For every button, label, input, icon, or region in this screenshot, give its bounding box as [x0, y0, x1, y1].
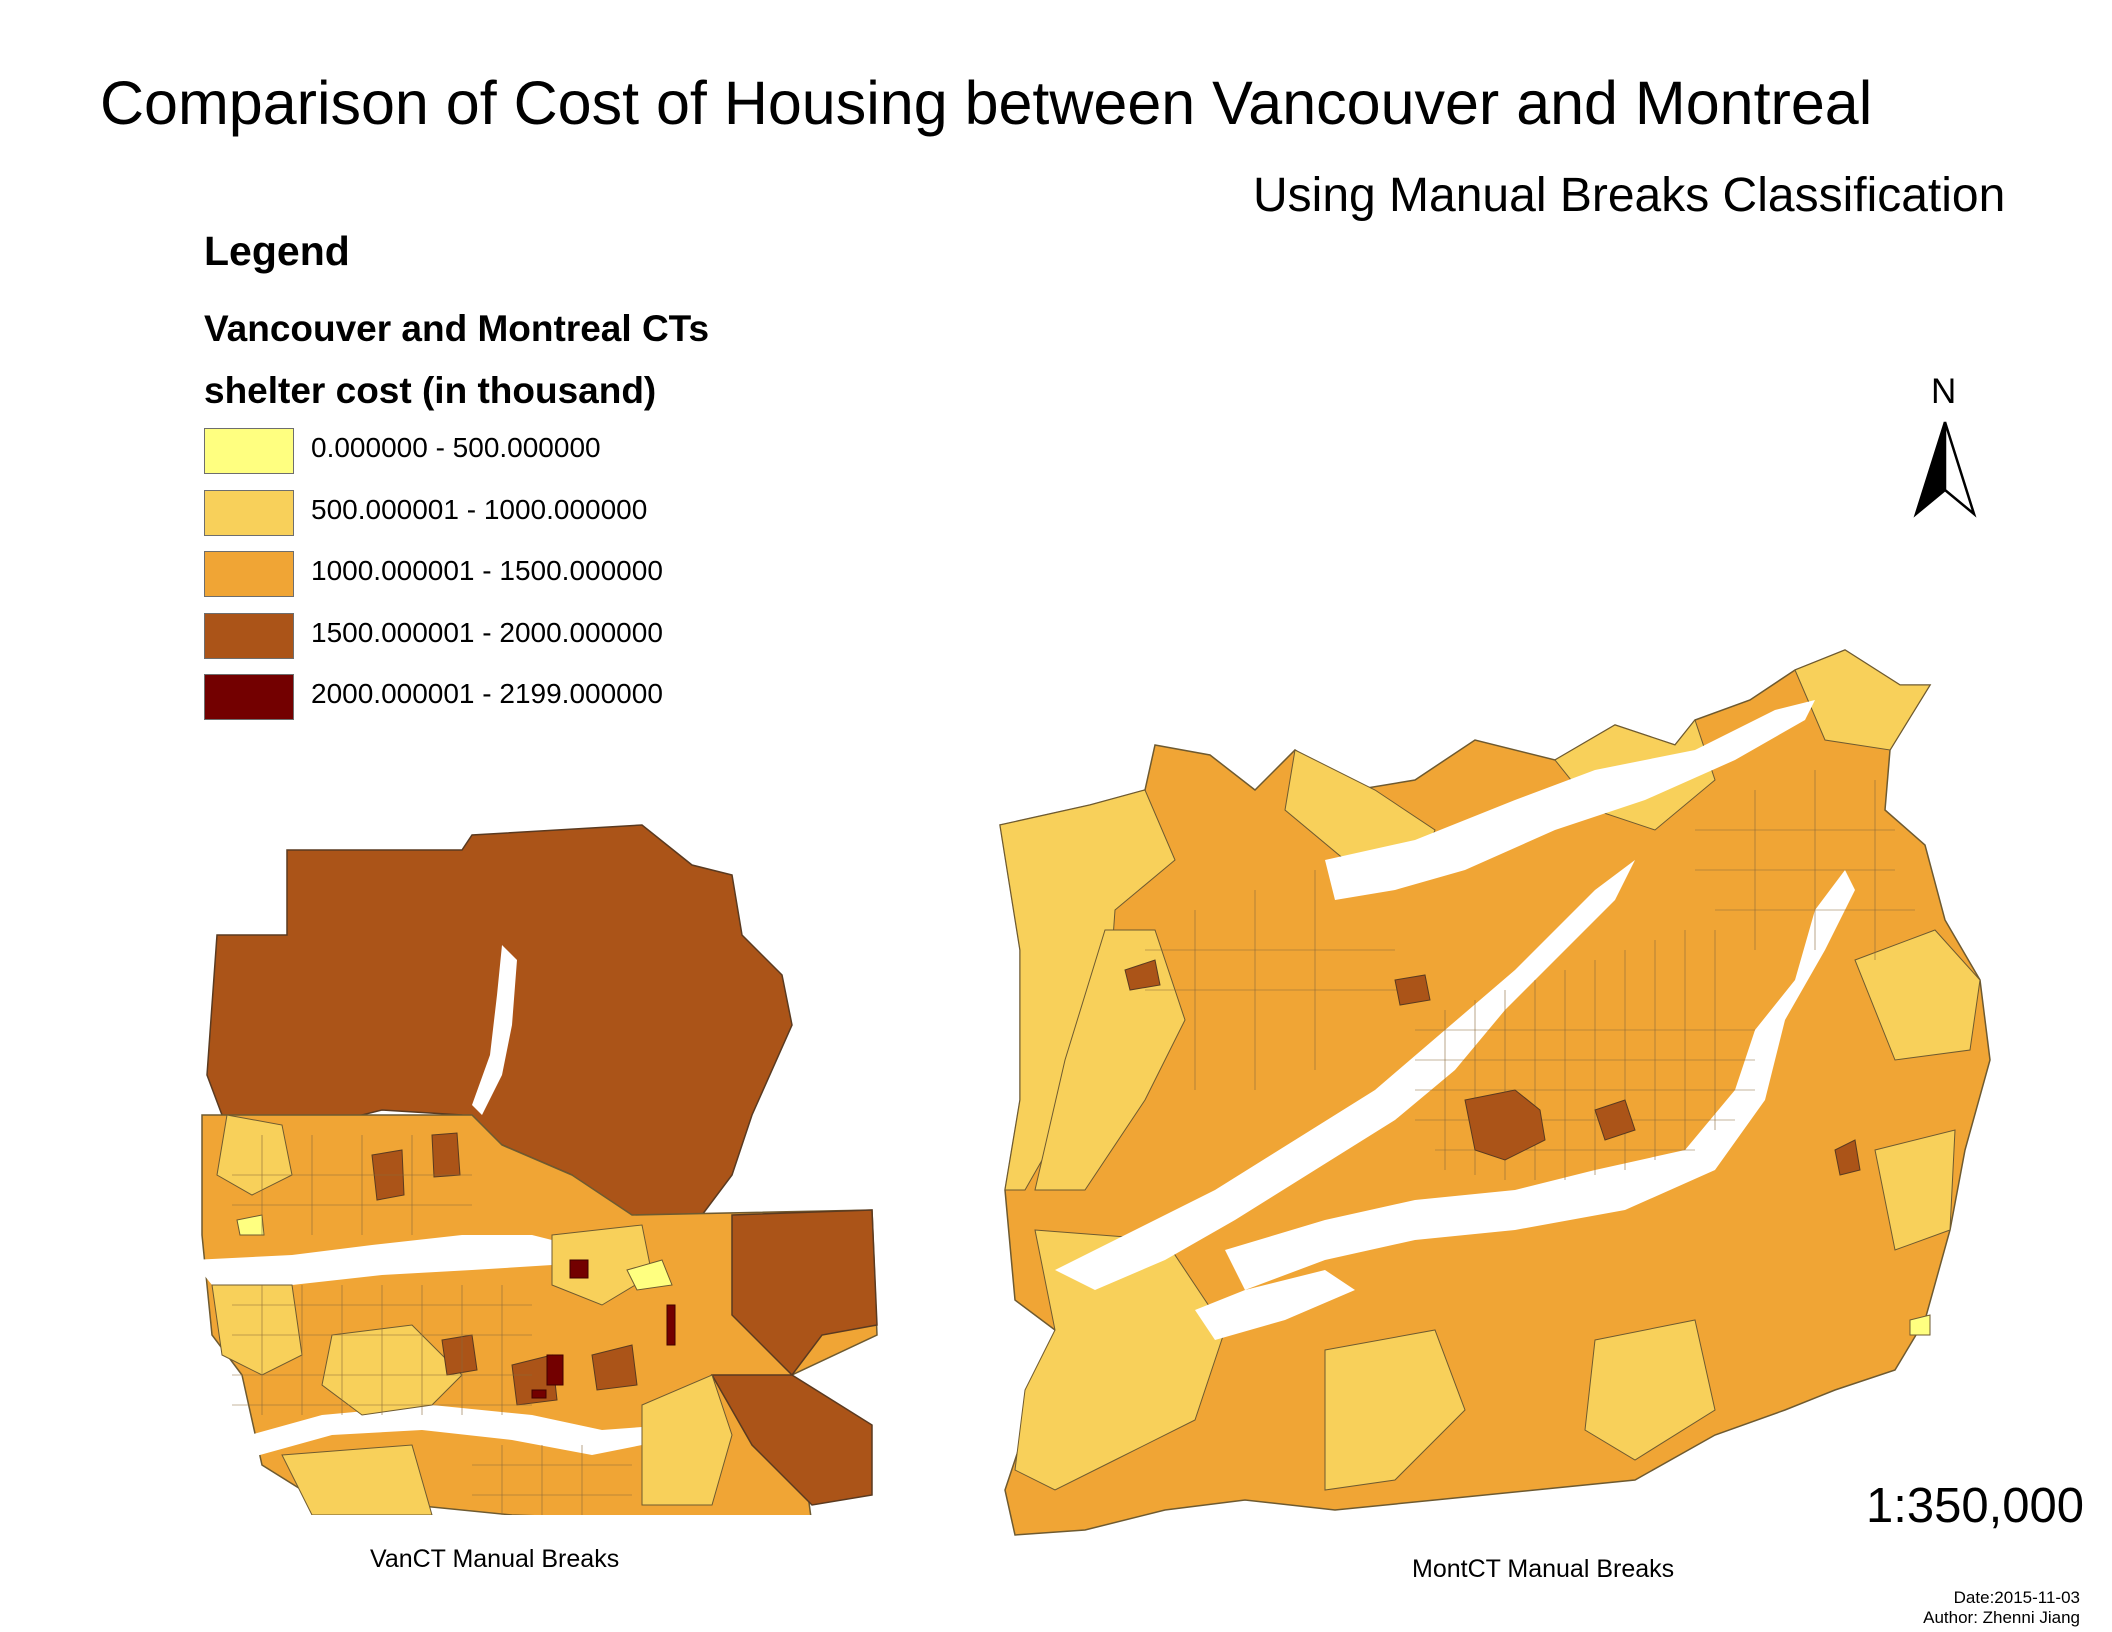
- legend-swatch: [204, 613, 294, 659]
- north-arrow-label: N: [1931, 372, 1957, 411]
- legend-swatch: [204, 490, 294, 536]
- legend-label: 2000.000001 - 2199.000000: [311, 678, 663, 709]
- legend-swatch: [204, 674, 294, 720]
- legend-label: 1000.000001 - 1500.000000: [311, 555, 663, 586]
- montreal-map-caption: MontCT Manual Breaks: [1412, 1555, 1675, 1583]
- author-text: Author: Zhenni Jiang: [1923, 1608, 2080, 1627]
- vancouver-map: [192, 824, 878, 1515]
- legend-field-name: shelter cost (in thousand): [204, 370, 657, 411]
- legend-label: 1500.000001 - 2000.000000: [311, 617, 663, 648]
- legend-label: 500.000001 - 1000.000000: [311, 494, 648, 525]
- legend-label: 0.000000 - 500.000000: [311, 432, 601, 463]
- legend-swatch: [204, 428, 294, 474]
- scale-text: 1:350,000: [1866, 1479, 2084, 1533]
- map-subtitle: Using Manual Breaks Classification: [1253, 169, 2006, 222]
- map-title: Comparison of Cost of Housing between Va…: [100, 69, 1873, 137]
- date-text: Date:2015-11-03: [1953, 1588, 2080, 1607]
- vancouver-map-caption: VanCT Manual Breaks: [370, 1545, 620, 1573]
- montreal-map: [999, 649, 1991, 1536]
- legend-heading: Legend: [204, 228, 350, 274]
- legend-swatch: [204, 551, 294, 597]
- legend-layer-name: Vancouver and Montreal CTs: [204, 308, 710, 349]
- north-arrow-icon: [1913, 421, 1977, 518]
